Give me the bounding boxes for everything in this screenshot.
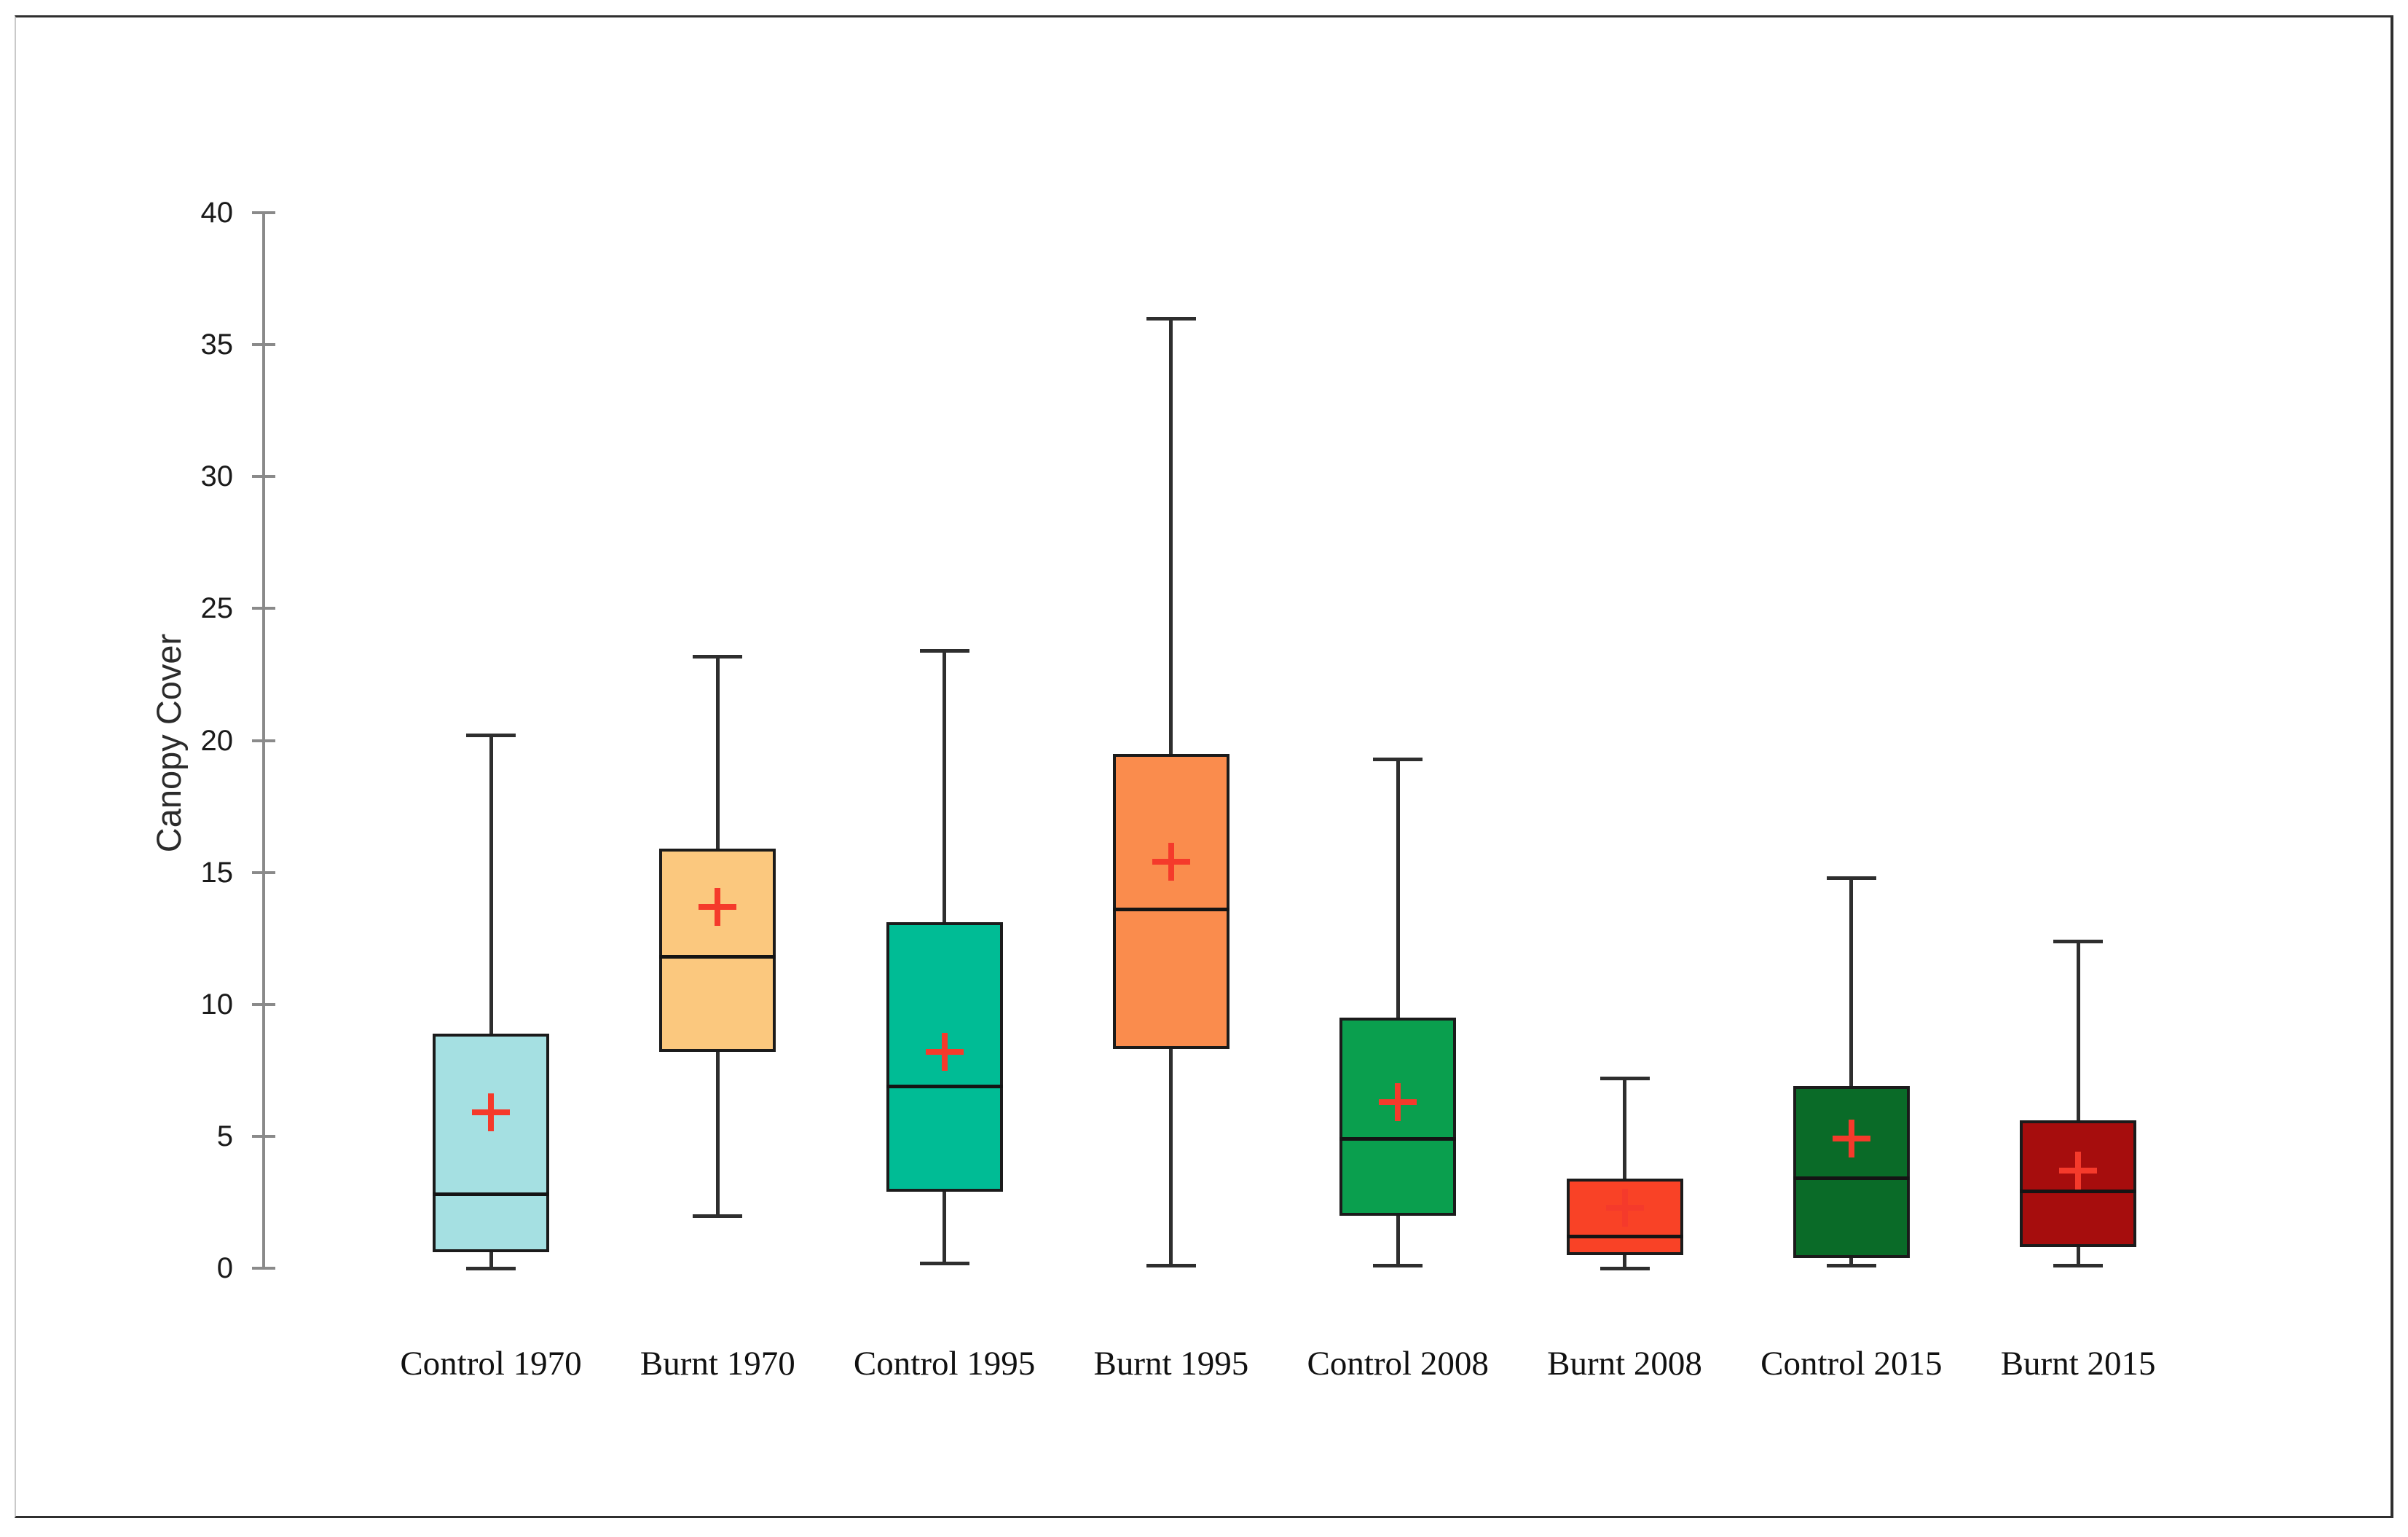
iqr-box-control-2015	[1793, 1086, 1910, 1258]
lower-whisker-cap-burnt-2008	[1600, 1267, 1650, 1270]
y-tick-label: 40	[200, 197, 234, 229]
y-tick-label: 0	[216, 1252, 233, 1284]
y-tick-label: 5	[216, 1120, 233, 1152]
y-tick-label: 15	[200, 856, 234, 889]
y-tick-mark	[252, 739, 275, 742]
upper-whisker-burnt-2008	[1623, 1078, 1626, 1179]
mean-marker-burnt-1970	[715, 887, 721, 926]
lower-whisker-control-2015	[1849, 1257, 1854, 1266]
median-line-burnt-2008	[1566, 1235, 1683, 1239]
iqr-box-control-1970	[433, 1033, 549, 1253]
lower-whisker-cap-burnt-1995	[1146, 1264, 1196, 1268]
mean-marker-control-2015	[1848, 1120, 1854, 1158]
lower-whisker-cap-burnt-1970	[693, 1214, 743, 1218]
upper-whisker-cap-control-2008	[1373, 757, 1423, 761]
mean-marker-control-2008	[1395, 1082, 1401, 1121]
iqr-box-burnt-2015	[2020, 1120, 2137, 1247]
upper-whisker-burnt-1970	[715, 656, 720, 849]
upper-whisker-cap-burnt-1970	[693, 654, 743, 659]
upper-whisker-cap-control-2015	[1826, 876, 1876, 880]
lower-whisker-control-2008	[1396, 1215, 1400, 1266]
upper-whisker-control-2008	[1396, 758, 1400, 1018]
upper-whisker-cap-burnt-2015	[2053, 939, 2104, 943]
upper-whisker-cap-burnt-2008	[1600, 1077, 1650, 1081]
x-category-label-burnt-2015: Burnt 2015	[2000, 1345, 2156, 1383]
lower-whisker-cap-burnt-2015	[2053, 1264, 2104, 1268]
x-category-label-control-1970: Control 1970	[400, 1345, 582, 1383]
x-category-label-control-2015: Control 2015	[1760, 1345, 1943, 1383]
upper-whisker-cap-burnt-1995	[1146, 316, 1196, 321]
y-tick-mark	[252, 870, 275, 874]
y-tick-mark	[252, 475, 275, 479]
upper-whisker-burnt-1995	[1169, 318, 1173, 754]
x-category-label-control-2008: Control 2008	[1307, 1345, 1489, 1383]
median-line-burnt-1995	[1112, 907, 1229, 911]
lower-whisker-burnt-1995	[1169, 1049, 1173, 1266]
lower-whisker-cap-control-1995	[919, 1261, 969, 1265]
y-tick-label: 30	[200, 460, 234, 493]
y-tick-label: 25	[200, 592, 234, 625]
lower-whisker-control-1970	[489, 1252, 493, 1268]
lower-whisker-cap-control-2015	[1826, 1264, 1876, 1268]
y-tick-mark	[252, 211, 275, 214]
x-category-label-burnt-2008: Burnt 2008	[1547, 1345, 1702, 1383]
mean-marker-burnt-1995	[1168, 843, 1174, 881]
y-tick-label: 20	[200, 724, 234, 757]
iqr-box-burnt-1970	[659, 849, 776, 1052]
x-category-label-control-1995: Control 1995	[853, 1345, 1036, 1383]
median-line-control-2008	[1339, 1136, 1457, 1141]
median-line-control-1995	[886, 1084, 1003, 1088]
upper-whisker-cap-control-1970	[466, 734, 516, 738]
lower-whisker-burnt-2008	[1623, 1254, 1626, 1268]
y-tick-mark	[252, 1134, 275, 1138]
median-line-burnt-2015	[2020, 1190, 2137, 1194]
median-line-control-2015	[1793, 1176, 1910, 1181]
upper-whisker-control-1970	[489, 735, 493, 1034]
upper-whisker-cap-control-1995	[919, 649, 969, 653]
median-line-burnt-1970	[659, 955, 776, 959]
upper-whisker-burnt-2015	[2076, 940, 2080, 1121]
y-tick-mark	[252, 607, 275, 610]
lower-whisker-cap-control-1970	[466, 1267, 516, 1270]
lower-whisker-control-1995	[943, 1191, 947, 1263]
y-tick-label: 35	[200, 329, 234, 361]
lower-whisker-cap-control-2008	[1373, 1264, 1423, 1268]
y-tick-label: 10	[200, 988, 234, 1021]
mean-marker-burnt-2015	[2075, 1151, 2082, 1190]
mean-marker-burnt-2008	[1621, 1188, 1628, 1227]
upper-whisker-control-1995	[943, 650, 947, 923]
y-tick-mark	[252, 343, 275, 347]
lower-whisker-burnt-2015	[2076, 1247, 2080, 1266]
mean-marker-control-1995	[941, 1032, 948, 1071]
x-category-label-burnt-1970: Burnt 1970	[640, 1345, 795, 1383]
iqr-box-burnt-1995	[1112, 753, 1229, 1050]
lower-whisker-burnt-1970	[715, 1051, 720, 1216]
y-tick-mark	[252, 1002, 275, 1006]
median-line-control-1970	[433, 1192, 549, 1197]
y-tick-mark	[252, 1267, 275, 1270]
x-category-label-burnt-1995: Burnt 1995	[1093, 1345, 1249, 1383]
mean-marker-control-1970	[488, 1093, 494, 1132]
upper-whisker-control-2015	[1849, 877, 1854, 1087]
